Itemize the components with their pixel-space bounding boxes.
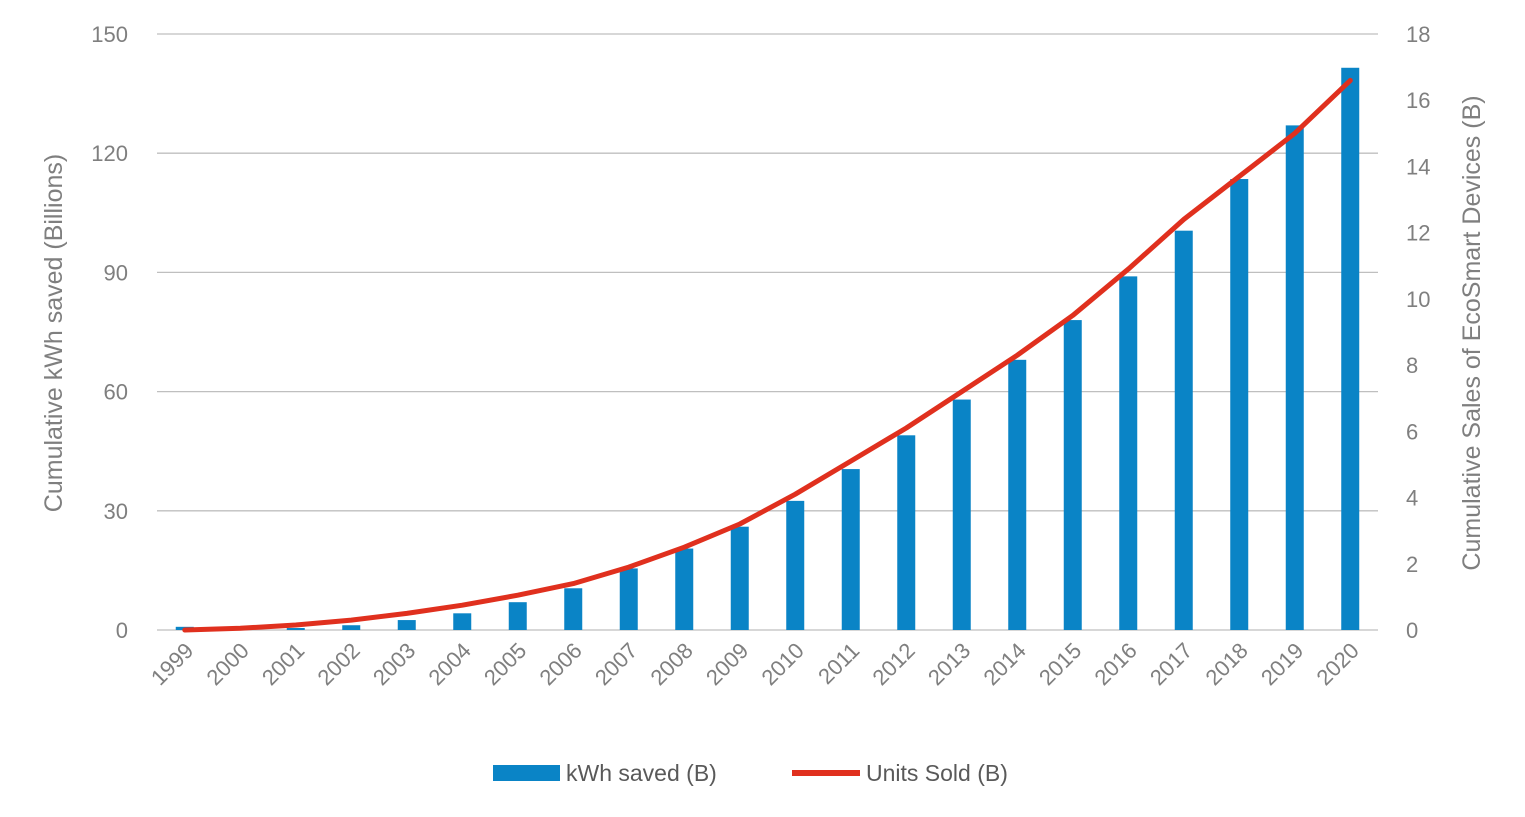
- x-tick-label: 2015: [1034, 638, 1086, 690]
- x-axis-ticks: 1999 2000 2001 2002 2003 2004 2005 2006 2007 2008…: [146, 638, 1364, 690]
- right-axis-title: Cumulative Sales of EcoSmart Devices (B): [1458, 95, 1486, 570]
- bar: [730, 526, 749, 630]
- right-tick-label: 16: [1406, 88, 1430, 113]
- x-tick-label: 2012: [867, 638, 919, 690]
- right-tick-label: 14: [1406, 154, 1430, 179]
- x-tick-label: 2013: [923, 638, 975, 690]
- right-tick-label: 4: [1406, 486, 1418, 511]
- units-sold-line: [182, 77, 1353, 633]
- bar: [1285, 125, 1304, 631]
- x-tick-label: 2017: [1145, 638, 1197, 690]
- left-tick-label: 60: [104, 380, 128, 405]
- x-tick-label: 2003: [368, 638, 420, 690]
- x-tick-label: 2009: [701, 638, 753, 690]
- legend-label-units: Units Sold (B): [866, 760, 1008, 786]
- bar: [952, 399, 971, 630]
- x-tick-label: 2004: [423, 638, 475, 690]
- bar: [786, 500, 805, 630]
- x-tick-label: 2005: [479, 638, 531, 690]
- right-tick-label: 12: [1406, 221, 1430, 246]
- right-tick-label: 2: [1406, 552, 1418, 577]
- bar: [1230, 179, 1249, 630]
- bar: [897, 435, 916, 630]
- x-tick-label: 2014: [978, 638, 1030, 690]
- bar: [342, 625, 361, 630]
- bar: [1341, 67, 1360, 631]
- bar: [508, 602, 527, 630]
- left-tick-label: 120: [91, 141, 128, 166]
- bar-series: [175, 67, 1360, 631]
- legend-swatch-kwh: [493, 765, 560, 781]
- bar: [675, 548, 694, 630]
- bar: [564, 588, 583, 630]
- left-axis-ticks: 0 30 60 90 120 150: [91, 22, 128, 643]
- x-tick-label: 2006: [534, 638, 586, 690]
- x-tick-label: 2020: [1311, 638, 1363, 690]
- x-tick-label: 2002: [312, 638, 364, 690]
- bar: [453, 613, 472, 630]
- left-axis-title: Cumulative kWh saved (Billions): [40, 154, 68, 512]
- x-tick-label: 2011: [813, 638, 864, 689]
- x-tick-label: 2010: [756, 638, 808, 690]
- right-tick-label: 18: [1406, 22, 1430, 47]
- bar: [286, 628, 305, 630]
- x-tick-label: 2008: [645, 638, 697, 690]
- x-tick-label: 2018: [1200, 638, 1252, 690]
- right-tick-label: 10: [1406, 287, 1430, 312]
- bar: [619, 568, 638, 630]
- left-tick-label: 30: [104, 499, 128, 524]
- left-tick-label: 150: [91, 22, 128, 47]
- bar: [841, 469, 860, 630]
- right-tick-label: 0: [1406, 618, 1418, 643]
- x-tick-label: 2001: [257, 638, 309, 690]
- right-axis-ticks: 0 2 4 6 8 10 12 14 16 18: [1406, 22, 1430, 643]
- left-tick-label: 90: [104, 260, 128, 285]
- x-tick-label: 2019: [1256, 638, 1308, 690]
- legend-label-kwh: kWh saved (B): [566, 760, 717, 786]
- x-tick-label: 1999: [146, 638, 198, 690]
- x-tick-label: 2016: [1089, 638, 1141, 690]
- legend: kWh saved (B) Units Sold (B): [493, 760, 1008, 786]
- bar: [1119, 276, 1138, 630]
- bar: [1063, 320, 1082, 630]
- line-series: [182, 77, 1353, 633]
- gridlines: [157, 33, 1378, 631]
- bar: [1008, 359, 1027, 630]
- x-tick-label: 2007: [590, 638, 642, 690]
- left-tick-label: 0: [116, 618, 128, 643]
- right-tick-label: 8: [1406, 353, 1418, 378]
- right-tick-label: 6: [1406, 419, 1418, 444]
- bar: [397, 620, 416, 630]
- x-tick-label: 2000: [201, 638, 253, 690]
- bar: [1174, 230, 1193, 630]
